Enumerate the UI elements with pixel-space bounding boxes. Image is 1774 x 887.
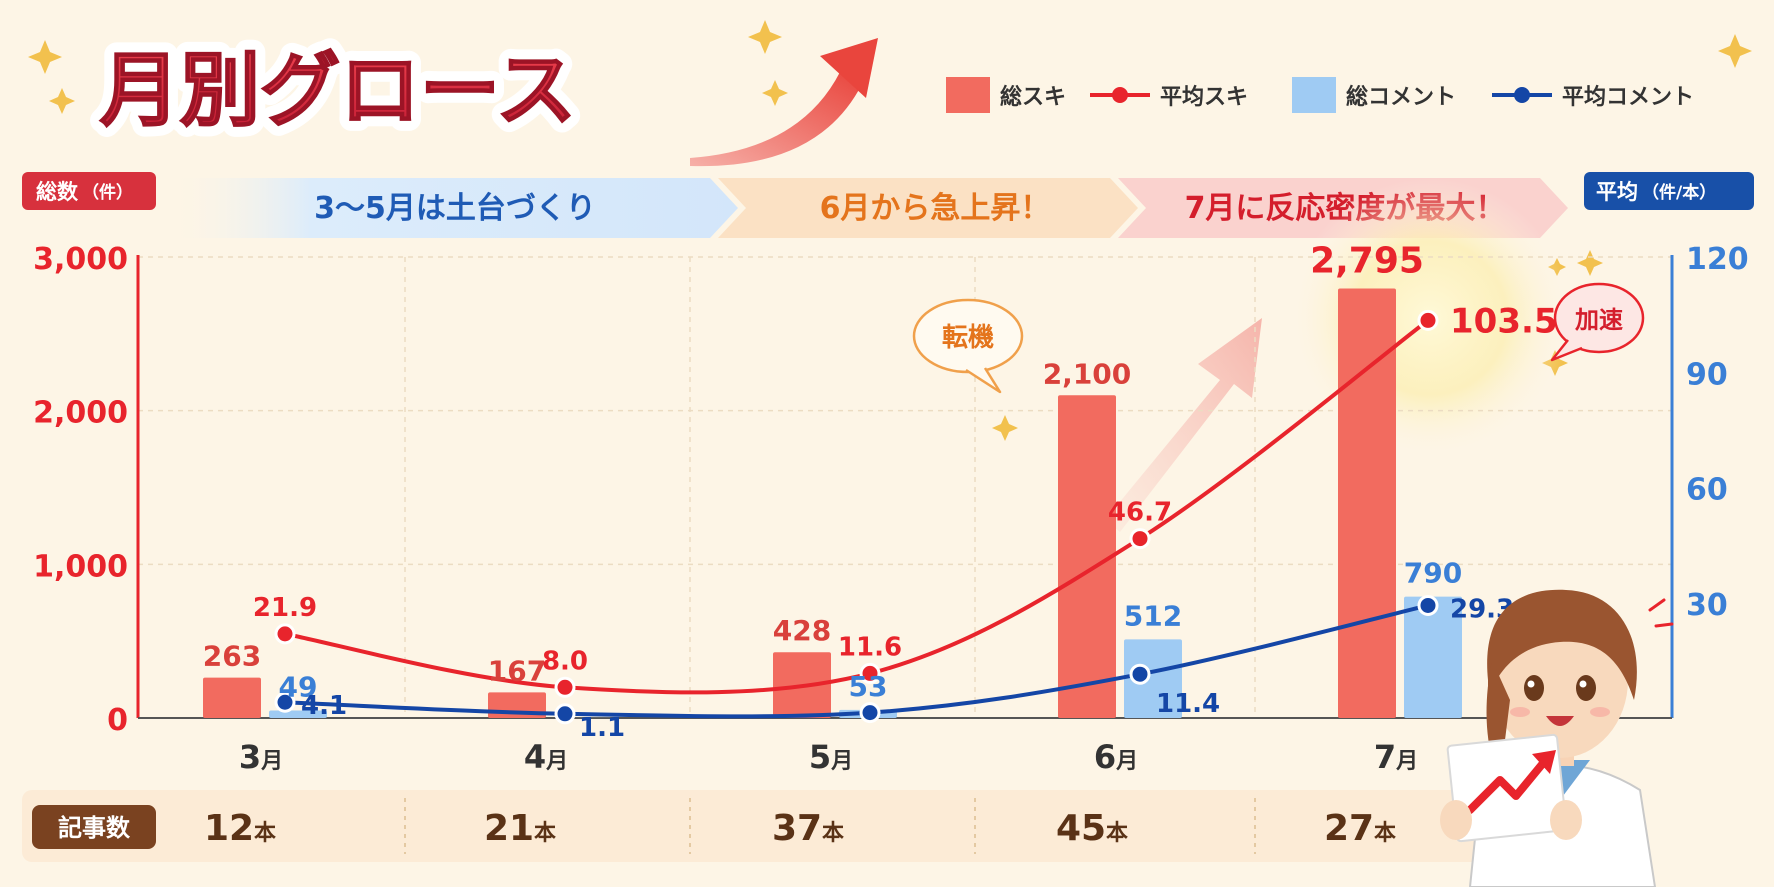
right-tick-label: 120 (1686, 242, 1749, 277)
point-avg-comments (1129, 663, 1151, 685)
data-label-avg-likes: 21.9 (253, 593, 317, 623)
page-title: 月別グロース (100, 44, 576, 137)
point-avg-comments (1417, 594, 1439, 616)
svg-text:総数: 総数 (36, 180, 79, 204)
phase-label-1: 3～5月は土台づくり (314, 191, 596, 226)
svg-text:転機: 転機 (942, 323, 994, 353)
x-tick-labels: 3月 4月 5月 6月 7月 (239, 738, 1418, 776)
data-label-avg-comments: 4.1 (301, 691, 347, 721)
phase-label-2: 6月から急上昇！ (820, 191, 1051, 226)
rising-arrow-icon (1105, 318, 1262, 532)
bar-total-likes (203, 677, 261, 718)
svg-text:総コメント: 総コメント (1346, 84, 1456, 110)
growth-arrow-icon (690, 38, 878, 167)
data-labels: 263 49 167 428 53 2,100 512 2,795 790 21.9 8.0 11.6… (203, 241, 1558, 743)
sparkle-icon (1718, 34, 1752, 68)
bars (203, 288, 1462, 718)
article-count-badge (32, 805, 156, 849)
data-label-total-likes: 2,795 (1310, 241, 1424, 282)
gridlines (138, 256, 1672, 718)
phase-banners: 3～5月は土台づくり 6月から急上昇！ 7月に反応密度が最大！ (168, 178, 1568, 238)
legend-item-total-comments: 総コメント (1292, 77, 1456, 113)
data-label-total-comments: 790 (1404, 557, 1462, 590)
sparkle-icon (992, 415, 1018, 441)
data-label-avg-comments: 11.4 (1156, 689, 1220, 719)
sparkle-icon (748, 20, 782, 54)
bar-total-likes (1058, 395, 1116, 718)
article-count-strip: 記事数 12本 21本 37本 45本 27本 (22, 790, 1482, 862)
data-label-total-likes: 2,100 (1043, 357, 1132, 390)
left-tick-label: 3,000 (33, 242, 128, 277)
svg-text:（件/本）: （件/本） (1642, 182, 1716, 203)
data-label-total-likes: 428 (773, 614, 831, 647)
point-avg-comments (274, 691, 296, 713)
legend-item-avg-likes: 平均スキ (1090, 84, 1248, 110)
data-label-avg-likes: 103.5 (1450, 301, 1558, 341)
article-count-label: 記事数 (58, 814, 131, 842)
svg-text:総スキ: 総スキ (1000, 84, 1066, 110)
data-label-total-likes: 167 (488, 654, 546, 687)
presenter-illustration (1440, 589, 1674, 887)
data-label-total-comments: 512 (1124, 599, 1182, 632)
legend-item-total-likes: 総スキ (946, 77, 1066, 113)
lines (274, 309, 1439, 725)
left-tick-label: 1,000 (33, 549, 128, 584)
data-label-avg-likes: 8.0 (542, 646, 588, 676)
article-count: 45本 (1056, 808, 1128, 849)
phase-banner-1 (168, 178, 738, 238)
point-avg-likes (859, 662, 881, 684)
point-avg-likes (1129, 528, 1151, 550)
sparkle-icon (49, 88, 75, 114)
svg-text:平均スキ: 平均スキ (1160, 84, 1248, 110)
point-avg-likes (1417, 309, 1439, 331)
data-label-total-comments: 53 (849, 670, 888, 703)
bar-total-comments (1404, 596, 1462, 718)
left-tick-label: 2,000 (33, 396, 128, 431)
page-title-outline: 月別グロース (100, 44, 576, 137)
callout-turning-point: 転機 (912, 298, 1024, 394)
x-tick-label: 6月 (1094, 738, 1138, 776)
data-label-avg-likes: 46.7 (1108, 498, 1172, 528)
right-axis-badge: 平均 （件/本） (1584, 172, 1754, 210)
x-tick-label: 7月 (1374, 738, 1418, 776)
x-tick-label: 5月 (809, 738, 853, 776)
point-avg-comments (554, 703, 576, 725)
right-tick-label: 90 (1686, 357, 1728, 392)
article-count: 12本 (204, 808, 276, 849)
sparkle-icon (28, 40, 62, 74)
data-label-total-comments: 49 (279, 670, 318, 703)
point-avg-comments (859, 702, 881, 724)
legend-item-avg-comments: 平均コメント (1492, 84, 1694, 110)
svg-text:平均: 平均 (1596, 180, 1638, 204)
article-count: 21本 (484, 808, 556, 849)
article-counts: 12本 21本 37本 45本 27本 (204, 808, 1396, 849)
phase-banner-2 (718, 178, 1138, 238)
point-avg-likes (554, 676, 576, 698)
right-tick-label: 30 (1686, 588, 1728, 623)
bar-total-likes (1338, 288, 1396, 718)
data-label-avg-likes: 11.6 (838, 632, 902, 662)
article-count: 27本 (1324, 808, 1396, 849)
x-tick-label: 3月 (239, 738, 283, 776)
svg-text:加速: 加速 (1575, 306, 1623, 334)
legend: 総スキ 平均スキ 総コメント 平均コメント (946, 77, 1694, 113)
svg-text:平均コメント: 平均コメント (1562, 84, 1694, 110)
data-label-avg-comments: 1.1 (579, 713, 625, 743)
left-axis-badge: 総数 （件） (22, 172, 156, 210)
bar-total-comments (1124, 639, 1182, 718)
svg-text:（件）: （件） (82, 182, 133, 203)
callout-acceleration: 加速 (1550, 282, 1645, 362)
right-tick-label: 60 (1686, 473, 1728, 508)
point-avg-likes (274, 623, 296, 645)
article-count: 37本 (772, 808, 844, 849)
left-tick-label: 0 (107, 703, 128, 738)
x-tick-label: 4月 (524, 738, 568, 776)
sparkle-icon (762, 80, 788, 106)
sparkle-icon (1577, 250, 1603, 276)
data-label-total-likes: 263 (203, 640, 261, 673)
